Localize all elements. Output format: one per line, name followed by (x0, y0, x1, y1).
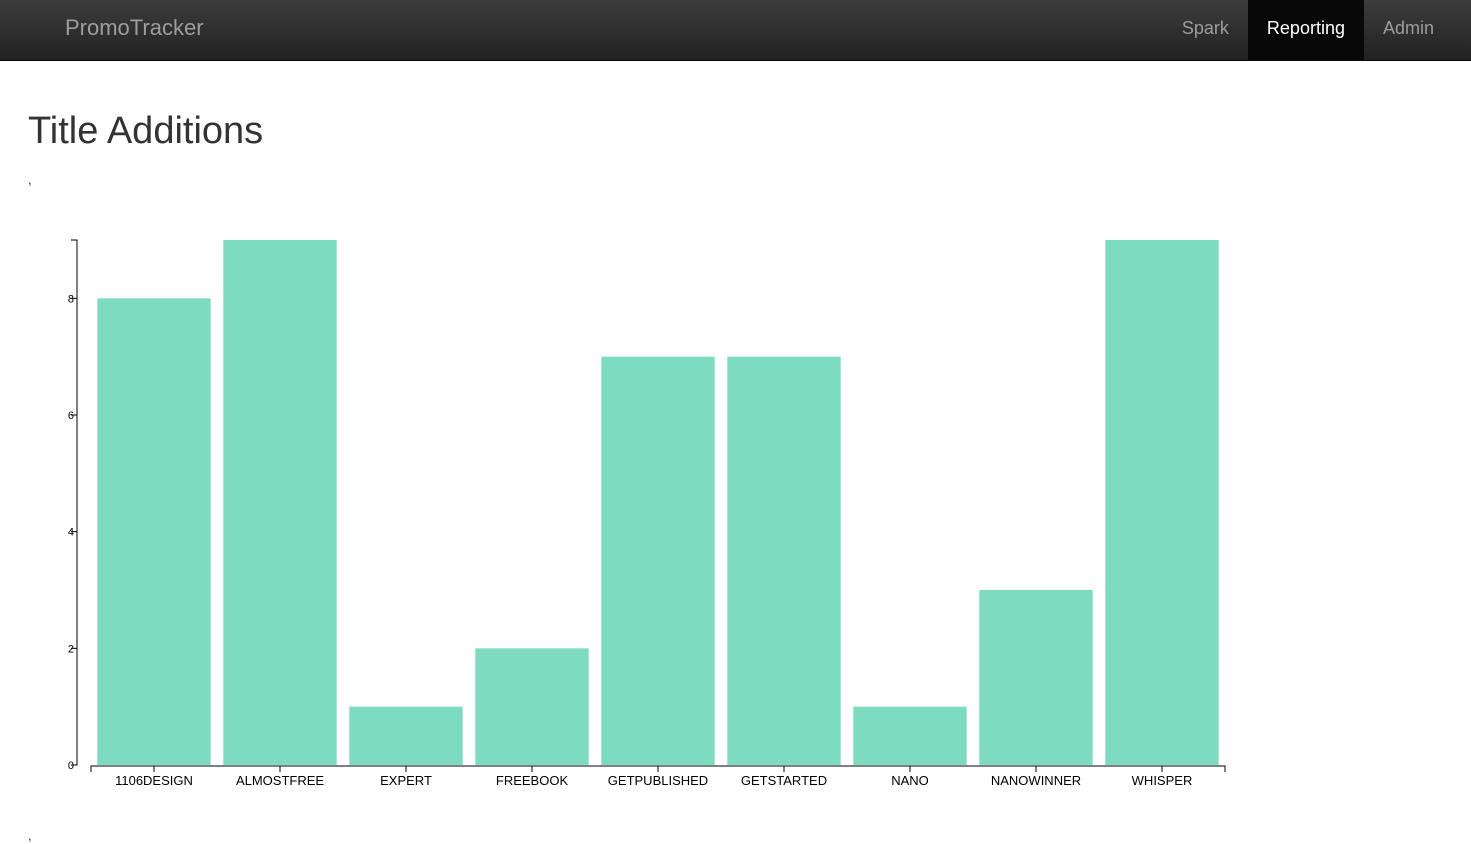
y-tick-label: 6 (68, 410, 74, 422)
bar-nanowinner (979, 590, 1093, 765)
top-navbar: PromoTracker Spark Reporting Admin (0, 0, 1471, 61)
bar-whisper (1105, 240, 1219, 765)
x-tick-label: GETSTARTED (741, 773, 827, 788)
x-tick-label: NANO (891, 773, 929, 788)
x-tick-label: NANOWINNER (991, 773, 1081, 788)
x-tick-label: EXPERT (380, 773, 432, 788)
nav-menu: Spark Reporting Admin (1163, 0, 1471, 60)
nav-item-reporting[interactable]: Reporting (1247, 0, 1364, 60)
y-tick-label: 4 (68, 527, 74, 539)
y-axis: 0 2 4 6 8 (68, 239, 78, 772)
separator-text-bottom: , (28, 828, 32, 843)
x-tick-label: WHISPER (1132, 773, 1193, 788)
page-title: Title Additions (28, 110, 264, 152)
bar-nano (853, 706, 967, 765)
bar-getpublished (601, 356, 715, 765)
bar-almostfree (223, 240, 337, 765)
x-tick-label: ALMOSTFREE (236, 773, 324, 788)
bars-group (97, 240, 1219, 765)
y-axis-line (71, 239, 78, 766)
nav-item-admin[interactable]: Admin (1382, 18, 1434, 38)
y-tick-label: 8 (68, 293, 74, 305)
bar-1106design (97, 298, 211, 765)
y-tick-label: 2 (68, 643, 74, 655)
bar-getstarted (727, 356, 841, 765)
x-tick-label: FREEBOOK (496, 773, 569, 788)
brand-link[interactable]: PromoTracker (65, 15, 204, 40)
x-tick-label: GETPUBLISHED (608, 773, 708, 788)
nav-item-spark[interactable]: Spark (1181, 18, 1229, 38)
x-tick-label: 1106DESIGN (115, 773, 193, 788)
x-axis: 1106DESIGN ALMOSTFREE EXPERT FREEBOOK GETPUB… (90, 765, 1226, 788)
y-tick-label: 0 (68, 760, 74, 772)
bar-expert (349, 706, 463, 765)
separator-text-top: , (28, 172, 32, 187)
bar-freebook (475, 648, 589, 765)
